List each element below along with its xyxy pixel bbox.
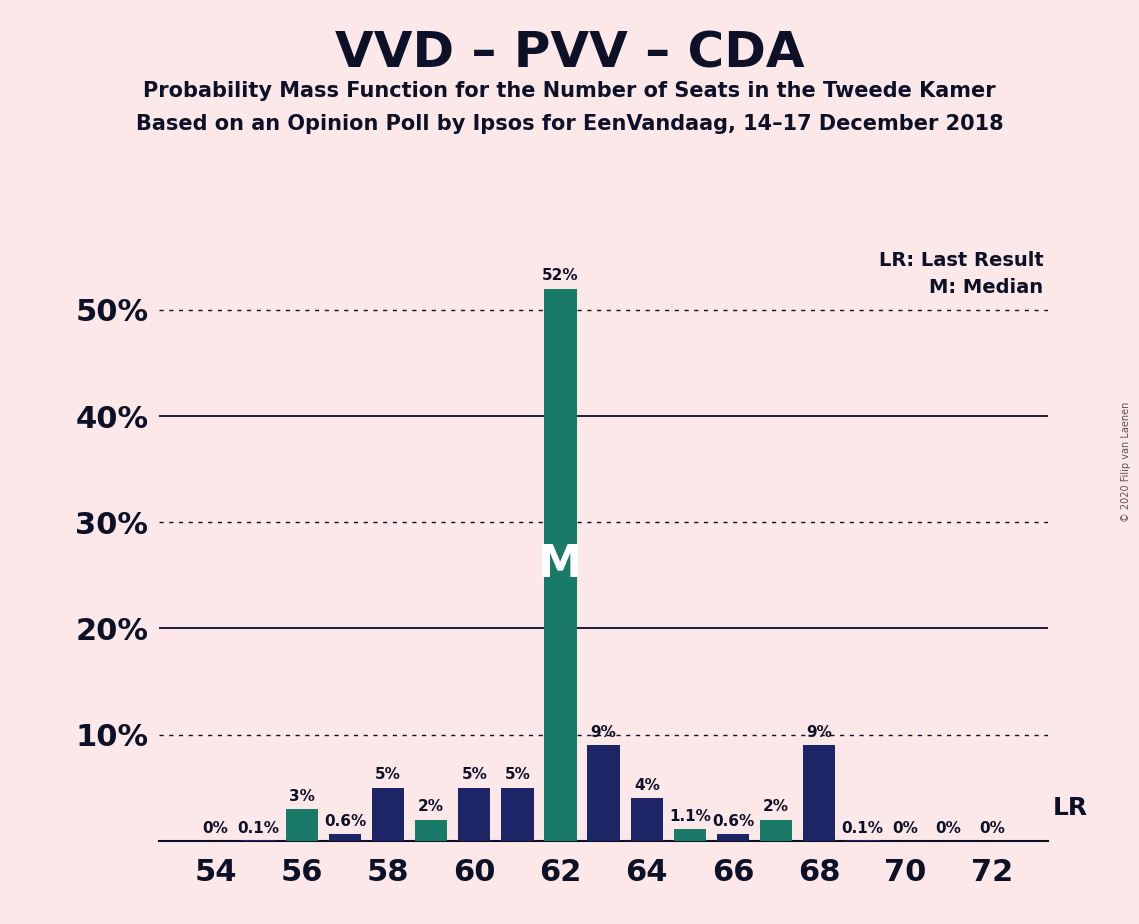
Text: 4%: 4% xyxy=(634,778,659,793)
Text: 0%: 0% xyxy=(978,821,1005,835)
Text: VVD – PVV – CDA: VVD – PVV – CDA xyxy=(335,30,804,78)
Bar xyxy=(544,288,576,841)
Text: Based on an Opinion Poll by Ipsos for EenVandaag, 14–17 December 2018: Based on an Opinion Poll by Ipsos for Ee… xyxy=(136,114,1003,134)
Bar xyxy=(631,798,663,841)
Text: 0.6%: 0.6% xyxy=(323,814,366,829)
Bar xyxy=(501,788,533,841)
Text: 5%: 5% xyxy=(505,768,531,783)
Text: 0%: 0% xyxy=(893,821,918,835)
Text: 3%: 3% xyxy=(289,789,314,804)
Bar xyxy=(846,840,878,841)
Bar xyxy=(674,829,706,841)
Bar xyxy=(588,746,620,841)
Text: 5%: 5% xyxy=(461,768,487,783)
Text: 0.1%: 0.1% xyxy=(842,821,884,835)
Text: © 2020 Filip van Laenen: © 2020 Filip van Laenen xyxy=(1121,402,1131,522)
Text: LR: Last Result: LR: Last Result xyxy=(878,250,1043,270)
Text: 0.1%: 0.1% xyxy=(238,821,280,835)
Bar xyxy=(371,788,404,841)
Text: Probability Mass Function for the Number of Seats in the Tweede Kamer: Probability Mass Function for the Number… xyxy=(144,81,995,102)
Bar xyxy=(329,834,361,841)
Bar xyxy=(243,840,274,841)
Text: 0%: 0% xyxy=(936,821,961,835)
Text: 9%: 9% xyxy=(591,725,616,740)
Text: 0.6%: 0.6% xyxy=(712,814,754,829)
Text: 0%: 0% xyxy=(203,821,229,835)
Bar xyxy=(415,820,448,841)
Bar xyxy=(716,834,749,841)
Bar xyxy=(803,746,836,841)
Bar xyxy=(286,809,318,841)
Text: M: Median: M: Median xyxy=(929,278,1043,297)
Text: 5%: 5% xyxy=(375,768,401,783)
Text: M: M xyxy=(539,543,583,586)
Bar xyxy=(760,820,793,841)
Text: 1.1%: 1.1% xyxy=(669,808,711,824)
Text: 2%: 2% xyxy=(418,799,444,814)
Text: LR: LR xyxy=(1052,796,1088,820)
Text: 2%: 2% xyxy=(763,799,789,814)
Text: 52%: 52% xyxy=(542,268,579,284)
Bar xyxy=(458,788,491,841)
Text: 9%: 9% xyxy=(806,725,833,740)
